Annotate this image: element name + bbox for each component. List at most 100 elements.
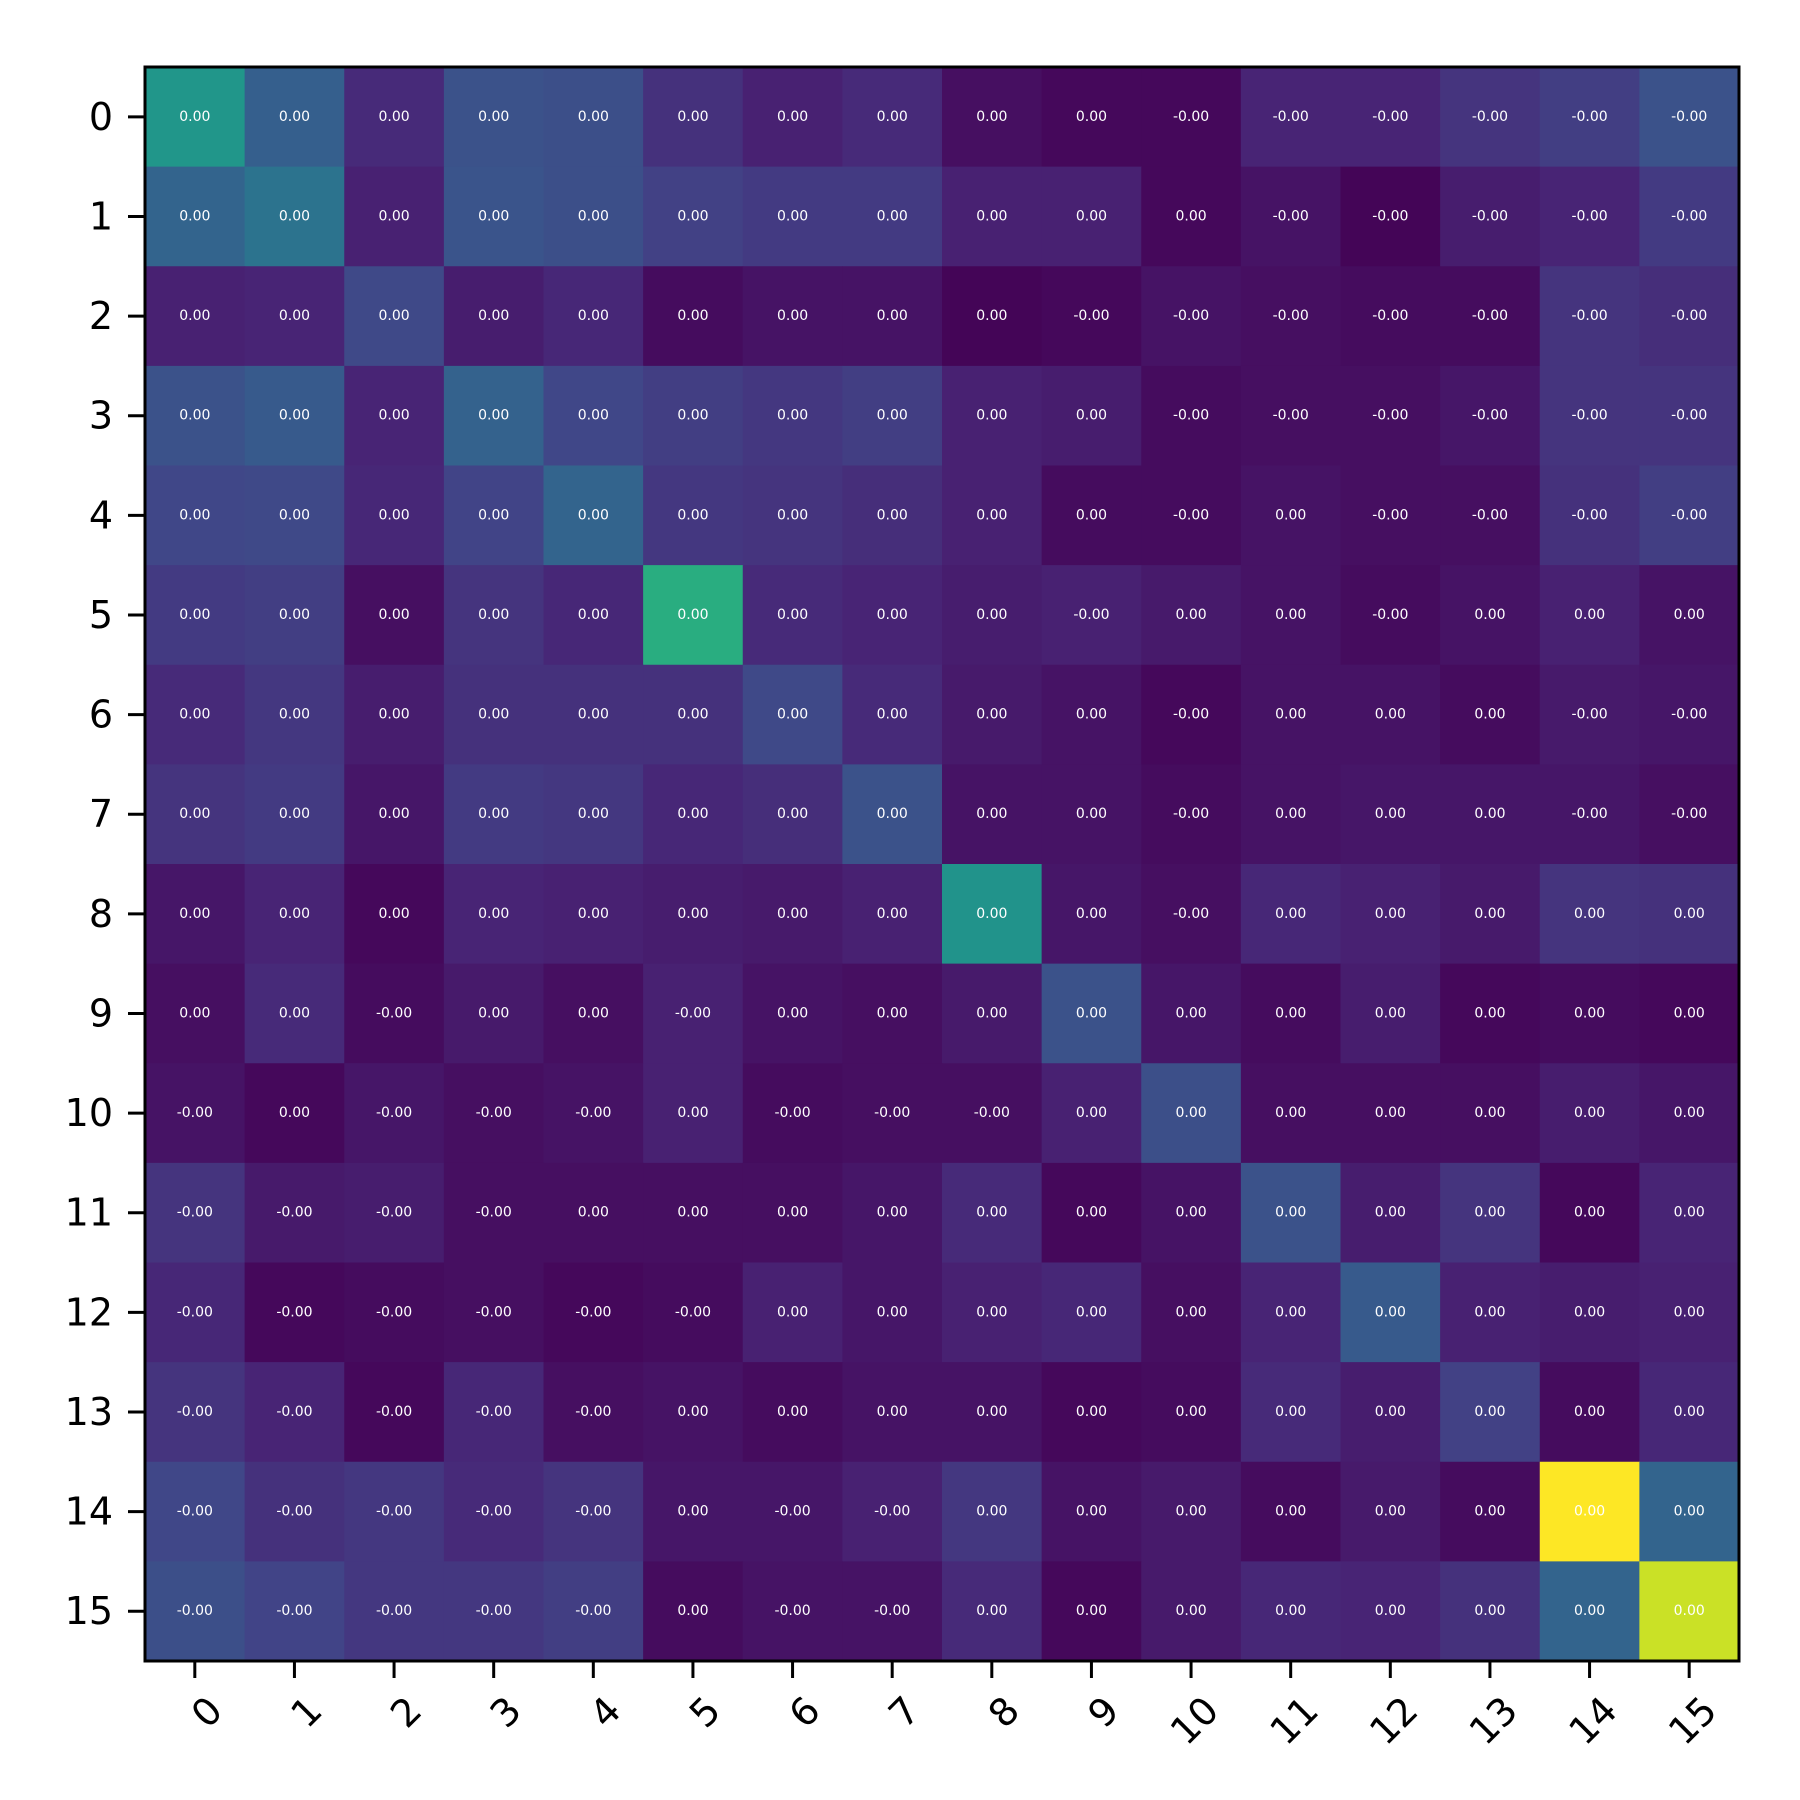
heatmap-cell-r10-c2 — [344, 1063, 445, 1164]
cell-value-label-r6-c12: 0.00 — [1375, 707, 1406, 723]
y-tick-label: 1 — [89, 194, 113, 238]
heatmap-cell-r0-c10 — [1141, 67, 1242, 168]
heatmap-cell-r1-c11 — [1240, 166, 1342, 267]
heatmap-cell-r7-c15 — [1639, 764, 1740, 865]
cell-value-label-r6-c1: 0.00 — [279, 707, 310, 723]
cell-value-label-r1-c1: 0.00 — [279, 208, 310, 224]
heatmap-cell-r4-c9 — [1041, 465, 1142, 566]
heatmap-cell-r14-c7 — [842, 1461, 943, 1562]
cell-value-label-r10-c11: 0.00 — [1275, 1105, 1306, 1121]
cell-value-label-r0-c7: 0.00 — [877, 109, 908, 125]
cell-value-label-r7-c11: 0.00 — [1275, 806, 1306, 822]
heatmap-cell-r2-c2 — [344, 266, 445, 367]
heatmap-cell-r7-c5 — [643, 764, 744, 865]
cell-value-label-r1-c6: 0.00 — [777, 208, 808, 224]
cell-value-label-r0-c14: -0.00 — [1571, 109, 1607, 125]
cell-value-label-r10-c10: 0.00 — [1175, 1105, 1206, 1121]
cell-value-label-r5-c11: 0.00 — [1275, 607, 1306, 623]
heatmap-cell-r13-c0 — [145, 1362, 246, 1463]
y-tick-label: 3 — [89, 394, 113, 438]
x-tick-label: 4 — [581, 1688, 629, 1736]
cell-value-label-r0-c2: 0.00 — [378, 109, 409, 125]
heatmap-cell-r5-c4 — [543, 565, 644, 666]
heatmap-cell-r7-c11 — [1240, 764, 1342, 865]
cell-value-label-r14-c6: -0.00 — [774, 1504, 810, 1520]
heatmap-cell-r15-c2 — [344, 1561, 445, 1662]
cell-value-label-r11-c10: 0.00 — [1175, 1205, 1206, 1221]
heatmap-cell-r15-c15 — [1639, 1561, 1740, 1662]
cell-value-label-r10-c9: 0.00 — [1076, 1105, 1107, 1121]
heatmap-cell-r5-c12 — [1340, 565, 1441, 666]
heatmap-cell-r14-c8 — [942, 1461, 1043, 1562]
cell-value-label-r13-c11: 0.00 — [1275, 1404, 1306, 1420]
cell-value-label-r11-c12: 0.00 — [1375, 1205, 1406, 1221]
y-tick-label: 14 — [65, 1490, 113, 1534]
y-tick-label: 5 — [89, 593, 113, 637]
cell-value-label-r5-c9: -0.00 — [1073, 607, 1109, 623]
cell-value-label-r9-c9: 0.00 — [1076, 1005, 1107, 1021]
heatmap-cell-r3-c13 — [1440, 365, 1541, 467]
cell-value-label-r15-c10: 0.00 — [1175, 1603, 1206, 1619]
heatmap-cell-r8-c14 — [1539, 864, 1640, 965]
heatmap-cell-r12-c1 — [244, 1262, 345, 1363]
heatmap-cell-r6-c6 — [742, 664, 843, 765]
heatmap-cell-r6-c0 — [145, 664, 246, 765]
heatmap-cell-r1-c4 — [543, 166, 644, 267]
heatmap-cell-r11-c5 — [643, 1162, 744, 1264]
heatmap-cell-r2-c5 — [643, 266, 744, 367]
cell-value-label-r13-c12: 0.00 — [1375, 1404, 1406, 1420]
x-tick-label: 11 — [1262, 1688, 1327, 1753]
heatmap-cell-r11-c9 — [1041, 1162, 1142, 1264]
heatmap-cell-r11-c10 — [1141, 1162, 1242, 1264]
x-tick-label: 12 — [1361, 1688, 1426, 1753]
heatmap-cell-r2-c6 — [742, 266, 843, 367]
heatmap-cell-r14-c12 — [1340, 1461, 1441, 1562]
heatmap-cell-r4-c15 — [1639, 465, 1740, 566]
heatmap-cell-r10-c6 — [742, 1063, 843, 1164]
heatmap-cell-r9-c10 — [1141, 963, 1242, 1064]
heatmap-cell-r7-c8 — [942, 764, 1043, 865]
cell-value-label-r0-c5: 0.00 — [677, 109, 708, 125]
cell-value-label-r7-c1: 0.00 — [279, 806, 310, 822]
cell-value-label-r8-c6: 0.00 — [777, 906, 808, 922]
heatmap-cell-r12-c5 — [643, 1262, 744, 1363]
cell-value-label-r6-c8: 0.00 — [976, 707, 1007, 723]
cell-value-label-r13-c9: 0.00 — [1076, 1404, 1107, 1420]
cell-value-label-r11-c7: 0.00 — [877, 1205, 908, 1221]
cell-value-label-r0-c13: -0.00 — [1472, 109, 1508, 125]
heatmap-cell-r5-c15 — [1639, 565, 1740, 666]
heatmap-cell-r5-c8 — [942, 565, 1043, 666]
heatmap-cell-r8-c10 — [1141, 864, 1242, 965]
cell-value-label-r4-c6: 0.00 — [777, 507, 808, 523]
cell-value-label-r13-c1: -0.00 — [276, 1404, 312, 1420]
cell-value-label-r3-c4: 0.00 — [578, 408, 609, 424]
cell-value-label-r7-c7: 0.00 — [877, 806, 908, 822]
cell-value-label-r12-c14: 0.00 — [1574, 1304, 1605, 1320]
cell-value-label-r12-c15: 0.00 — [1674, 1304, 1705, 1320]
heatmap-cell-r2-c3 — [443, 266, 545, 367]
x-tick-label: 14 — [1560, 1688, 1625, 1753]
cell-value-label-r5-c12: -0.00 — [1372, 607, 1408, 623]
cell-value-label-r2-c4: 0.00 — [578, 308, 609, 324]
heatmap-cell-r13-c12 — [1340, 1362, 1441, 1463]
heatmap-cell-r3-c7 — [842, 365, 943, 467]
cell-value-label-r11-c15: 0.00 — [1674, 1205, 1705, 1221]
cell-value-label-r7-c13: 0.00 — [1474, 806, 1505, 822]
cell-value-label-r11-c1: -0.00 — [276, 1205, 312, 1221]
cell-value-label-r11-c0: -0.00 — [177, 1205, 213, 1221]
heatmap-cell-r9-c5 — [643, 963, 744, 1064]
heatmap-cell-r12-c3 — [443, 1262, 545, 1363]
heatmap-cell-r8-c5 — [643, 864, 744, 965]
heatmap-cell-r7-c9 — [1041, 764, 1142, 865]
heatmap-cell-r6-c4 — [543, 664, 644, 765]
cell-value-label-r9-c0: 0.00 — [179, 1005, 210, 1021]
heatmap-cell-r15-c3 — [443, 1561, 545, 1662]
cell-value-label-r13-c4: -0.00 — [575, 1404, 611, 1420]
cell-value-label-r4-c5: 0.00 — [677, 507, 708, 523]
cell-value-label-r10-c4: -0.00 — [575, 1105, 611, 1121]
heatmap-cell-r14-c9 — [1041, 1461, 1142, 1562]
heatmap-cell-r4-c10 — [1141, 465, 1242, 566]
cell-value-label-r7-c3: 0.00 — [478, 806, 509, 822]
heatmap-cell-r0-c5 — [643, 67, 744, 168]
heatmap-cell-r5-c13 — [1440, 565, 1541, 666]
